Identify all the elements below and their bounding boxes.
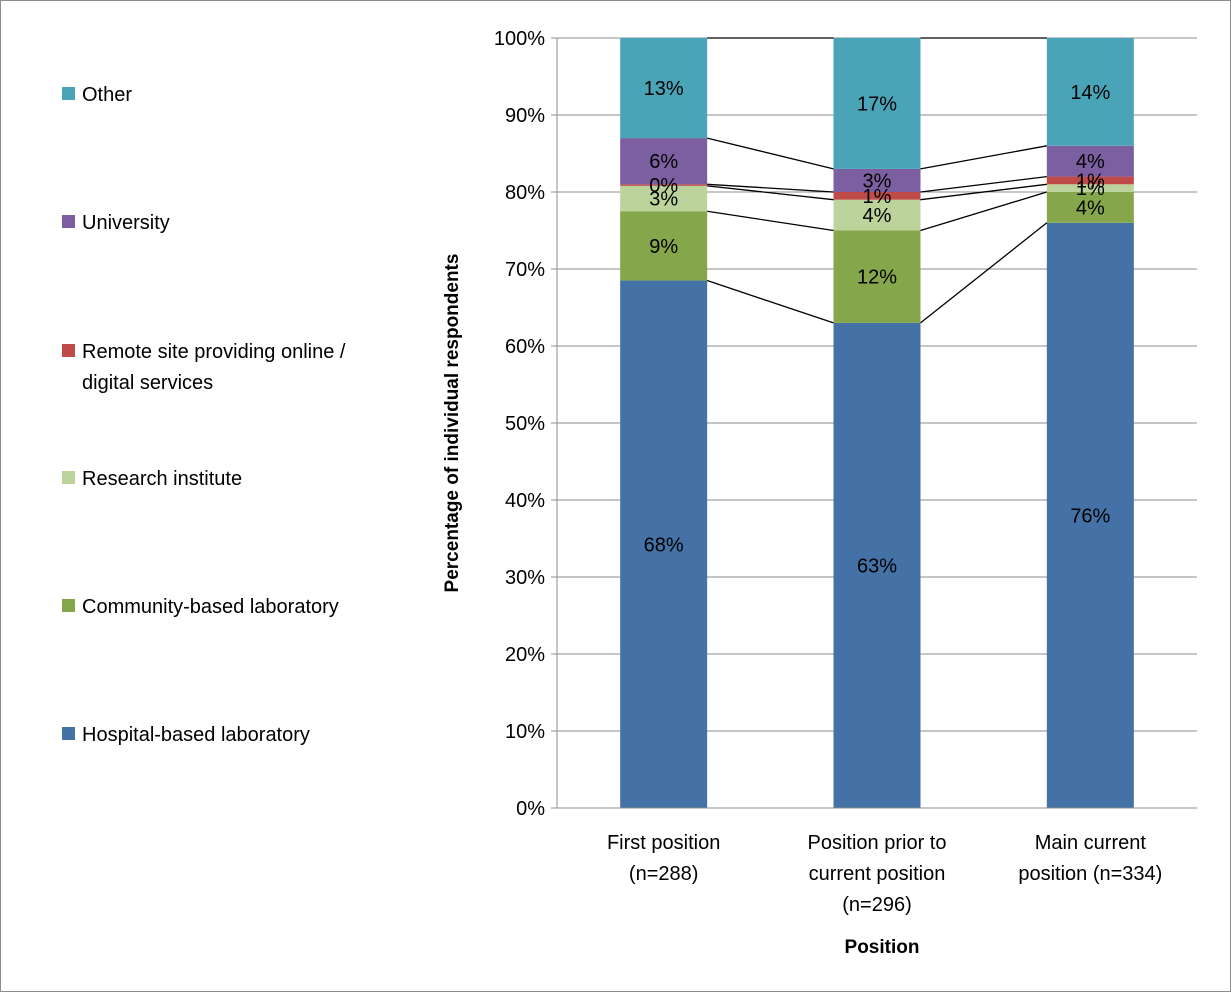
bar-segment	[1046, 192, 1134, 223]
data-label: 76%	[1070, 505, 1110, 527]
bars	[620, 38, 1134, 809]
series-lines	[706, 37, 1048, 324]
bar-segment	[620, 211, 708, 281]
y-tick-label: 30%	[505, 567, 545, 589]
data-label: 68%	[644, 534, 684, 556]
x-tick-label: current position	[809, 863, 946, 885]
y-tick-label: 90%	[505, 105, 545, 127]
series-line	[920, 191, 1048, 232]
legend-label: Remote site providing online /	[82, 341, 346, 363]
data-label: 1%	[1076, 170, 1105, 192]
y-tick-label: 70%	[505, 259, 545, 281]
bar-segment	[1046, 145, 1134, 177]
legend-item: Remote site providing online / digital se…	[62, 341, 346, 394]
data-label: 4%	[863, 205, 892, 227]
data-label: 3%	[863, 170, 892, 192]
legend-swatch	[62, 599, 75, 612]
x-axis: First position (n=288) Position prior to cu…	[557, 807, 1197, 916]
x-tick-label: (n=288)	[629, 863, 699, 885]
legend-swatch	[62, 727, 75, 740]
bar-segment	[620, 138, 708, 185]
bar-segment	[833, 168, 921, 192]
bar-segment	[833, 38, 921, 169]
bar-segment	[833, 199, 921, 231]
y-tick-label: 0%	[516, 798, 545, 820]
x-axis-title: Position	[845, 937, 920, 958]
legend-label: Community-based laboratory	[82, 596, 339, 618]
data-label: 12%	[857, 267, 897, 289]
y-tick-label: 20%	[505, 644, 545, 666]
data-label: 63%	[857, 555, 897, 577]
legend-swatch	[62, 215, 75, 228]
data-label: 14%	[1070, 82, 1110, 104]
series-line	[707, 210, 834, 232]
legend-item: Other	[62, 84, 132, 106]
bar-segment	[1046, 176, 1134, 185]
series-line	[707, 137, 834, 170]
x-tick-label: Main current	[1035, 832, 1147, 854]
legend-label: University	[82, 212, 170, 234]
legend-label: Hospital-based laboratory	[82, 724, 310, 746]
data-label: 13%	[644, 78, 684, 100]
series-line	[707, 183, 834, 193]
legend-label: digital services	[82, 372, 213, 394]
data-label: 9%	[649, 236, 678, 258]
data-labels: 68%9%3%0%6%13%63%12%4%1%3%17%76%4%1%1%4%…	[644, 78, 1111, 577]
data-label: 1%	[863, 186, 892, 208]
y-tick-label: 60%	[505, 336, 545, 358]
bar-segment	[833, 230, 921, 323]
data-label: 3%	[649, 189, 678, 211]
bar-segment	[1046, 222, 1134, 809]
y-tick-label: 40%	[505, 490, 545, 512]
legend-label: Research institute	[82, 468, 242, 490]
series-line	[920, 222, 1048, 324]
y-axis: 0% 10% 20% 30% 40% 50% 60% 70% 80% 90% 100%	[494, 28, 558, 820]
legend-label: Other	[82, 84, 132, 106]
x-tick-label: position (n=334)	[1018, 863, 1162, 885]
bar-segment	[620, 184, 708, 186]
bar-segment	[1046, 184, 1134, 192]
bar-segment	[620, 38, 708, 139]
y-axis-title: Percentage of individual respondents	[442, 254, 463, 593]
y-tick-label: 80%	[505, 182, 545, 204]
series-line	[920, 175, 1047, 193]
series-line	[920, 145, 1047, 170]
y-tick-label: 100%	[494, 28, 545, 50]
bar-segment	[620, 280, 708, 808]
legend-item: Hospital-based laboratory	[62, 724, 310, 746]
data-label: 4%	[1076, 197, 1105, 219]
x-tick-label: Position prior to	[808, 832, 947, 854]
legend: Other University Remote site providing onl…	[62, 84, 346, 746]
series-line	[706, 279, 834, 324]
legend-item: Community-based laboratory	[62, 596, 339, 618]
data-label: 4%	[1076, 151, 1105, 173]
bar-segment	[833, 322, 921, 808]
series-line	[920, 183, 1047, 201]
data-label: 6%	[649, 151, 678, 173]
legend-swatch	[62, 471, 75, 484]
data-label: 17%	[857, 93, 897, 115]
data-label: 1%	[1076, 178, 1105, 200]
bar-segment	[833, 192, 921, 200]
series-line	[707, 185, 834, 201]
legend-item: Research institute	[62, 468, 242, 490]
legend-swatch	[62, 87, 75, 100]
x-tick-label: First position	[607, 832, 720, 854]
bar-segment	[620, 185, 708, 212]
y-tick-label: 10%	[505, 721, 545, 743]
bar-segment	[1046, 38, 1134, 146]
x-tick-label: (n=296)	[842, 894, 912, 916]
data-label: 0%	[649, 175, 678, 197]
legend-item: University	[62, 212, 170, 234]
y-tick-label: 50%	[505, 413, 545, 435]
legend-swatch	[62, 344, 75, 357]
